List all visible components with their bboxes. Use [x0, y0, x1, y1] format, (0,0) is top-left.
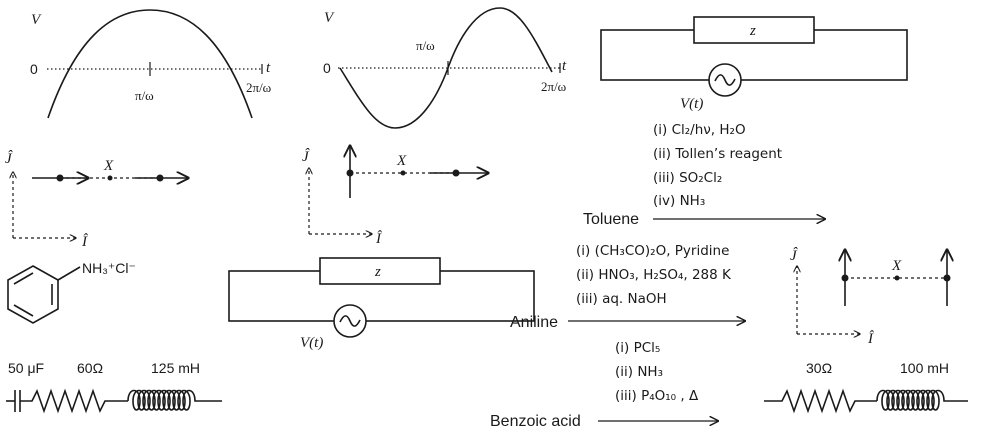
- toluene-reactant: Toluene: [583, 211, 639, 228]
- circuit-top: z V(t): [600, 16, 908, 112]
- plot1-curve: [47, 9, 253, 119]
- plot-2: V 0 t π/ω 2π/ω: [323, 7, 567, 129]
- vectors-2: Ĵ Î X: [302, 146, 488, 247]
- resistance-label: 60Ω: [77, 360, 103, 376]
- double-bond: [13, 304, 34, 317]
- plot2-zero-label: 0: [323, 60, 331, 76]
- j-label-2: Ĵ: [302, 148, 310, 165]
- plot-1: V 0 t π/ω 2π/ω: [30, 9, 272, 119]
- i-label-2: Î: [375, 230, 382, 247]
- anilinium-structure: NH₃⁺Cl⁻: [7, 260, 136, 324]
- capacitance-label: 50 μF: [8, 360, 44, 376]
- plot1-tick1-label: π/ω: [135, 88, 154, 103]
- i-label-3: Î: [867, 330, 874, 347]
- circuit-top-z-label: z: [749, 23, 756, 39]
- aniline-step-2: (ii) HNO₃, H₂SO₄, 288 K: [576, 267, 732, 283]
- j-label-1: Ĵ: [5, 150, 13, 167]
- benzoic-reactant: Benzoic acid: [490, 413, 581, 430]
- aniline-step-3: (iii) aq. NaOH: [576, 291, 667, 307]
- circuit-mid-z-label: z: [374, 264, 381, 280]
- point-x-dot: [107, 175, 113, 181]
- j-label-3: Ĵ: [790, 247, 798, 264]
- rl-inductance-label: 100 mH: [900, 360, 949, 376]
- i-label-1: Î: [81, 233, 88, 250]
- charge-dot: [346, 169, 354, 177]
- charge-dot: [841, 274, 849, 282]
- toluene-step-4: (iv) NH₃: [653, 193, 705, 209]
- anilinium-group-label: NH₃⁺Cl⁻: [82, 260, 136, 276]
- aniline-step-1: (i) (CH₃CO)₂O, Pyridine: [576, 243, 729, 259]
- resistor-zigzag: [20, 388, 128, 414]
- reaction-benzoic: (i) PCl₅ (ii) NH₃ (iii) P₄O₁₀ , Δ Benzoi…: [490, 340, 718, 430]
- charge-dot: [452, 169, 460, 177]
- charge-dot: [56, 174, 64, 182]
- circuit-top-impedance: [693, 16, 815, 44]
- ac-wave-icon: [339, 315, 361, 327]
- benzoic-step-3: (iii) P₄O₁₀ , Δ: [615, 388, 699, 404]
- aniline-reactant: Aniline: [510, 314, 558, 331]
- x-label-2: X: [396, 153, 407, 169]
- plot1-tick2-label: 2π/ω: [246, 80, 272, 95]
- plot2-tick1-label: π/ω: [416, 38, 435, 53]
- plot2-curve: [339, 7, 553, 129]
- point-x-dot: [894, 275, 900, 281]
- plot2-t-label: t: [562, 58, 567, 74]
- inductor-coil: [127, 389, 222, 411]
- rl-resistance-label: 30Ω: [806, 360, 832, 376]
- point-x-dot: [400, 170, 406, 176]
- plot1-t-label: t: [266, 60, 271, 76]
- toluene-step-2: (ii) Tollen’s reagent: [653, 146, 782, 162]
- vectors-3: Ĵ Î X: [790, 247, 951, 347]
- charge-dot: [943, 274, 951, 282]
- benzoic-step-1: (i) PCl₅: [615, 340, 660, 356]
- rlc-series: 50 μF 60Ω 125 mH: [6, 360, 222, 414]
- reaction-aniline: (i) (CH₃CO)₂O, Pyridine (ii) HNO₃, H₂SO₄…: [510, 243, 745, 331]
- charge-dot: [156, 174, 164, 182]
- toluene-step-3: (iii) SO₂Cl₂: [653, 170, 722, 186]
- inductor-coil: [876, 389, 968, 411]
- plot2-tick2-label: 2π/ω: [541, 79, 567, 94]
- plot2-v-label: V: [324, 10, 335, 26]
- circuit-mid-impedance: [319, 257, 441, 285]
- x-label-1: X: [103, 158, 114, 174]
- benzoic-step-2: (ii) NH₃: [615, 364, 663, 380]
- reaction-toluene: (i) Cl₂/hν, H₂O (ii) Tollen’s reagent (i…: [583, 122, 825, 228]
- rl-series: 30Ω 100 mH: [764, 360, 968, 414]
- ac-wave-icon: [714, 74, 736, 86]
- circuit-top-source-label: V(t): [680, 96, 703, 112]
- inductance-label: 125 mH: [151, 360, 200, 376]
- x-label-3: X: [891, 258, 902, 274]
- toluene-step-1: (i) Cl₂/hν, H₂O: [653, 122, 746, 138]
- benzene-ring: [7, 265, 59, 324]
- vectors-1: Ĵ Î X: [5, 150, 188, 250]
- plot1-v-label: V: [31, 12, 42, 28]
- plot1-zero-label: 0: [30, 61, 38, 77]
- bond-to-n: [57, 266, 81, 281]
- circuit-mid: z V(t): [228, 257, 535, 351]
- double-bond: [13, 272, 34, 285]
- resistor-zigzag: [764, 388, 877, 414]
- circuit-mid-source-label: V(t): [300, 335, 323, 351]
